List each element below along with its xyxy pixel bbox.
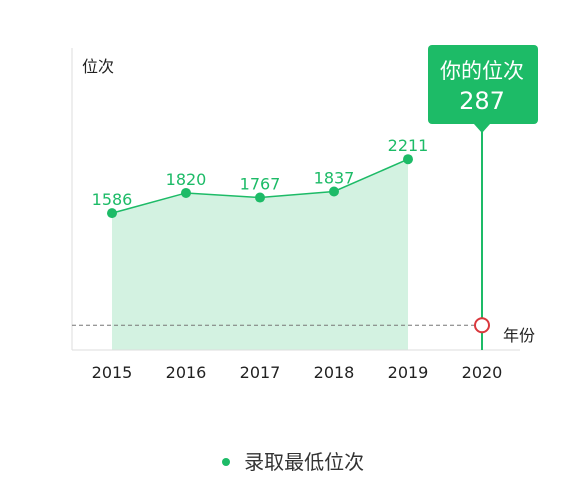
x-tick-label-2017: 2017 [240,363,281,382]
x-tick-label-2018: 2018 [314,363,355,382]
data-point-2015 [107,208,117,219]
data-label-2019: 2211 [388,136,429,155]
legend-dot-icon [221,457,230,466]
legend-label: 录取最低位次 [244,450,365,474]
y-axis-title: 位次 [82,57,114,76]
data-label-2018: 1837 [314,168,355,187]
x-tick-label-2016: 2016 [166,363,207,382]
x-tick-label-2015: 2015 [92,363,133,382]
data-label-2015: 1586 [92,190,133,209]
data-point-2019 [403,154,413,165]
x-axis-title: 年份 [503,326,535,345]
x-tick-label-2020: 2020 [462,363,503,382]
data-point-2016 [181,187,191,198]
data-label-2016: 1820 [166,170,207,189]
my-rank-tooltip-pointer [474,124,490,133]
data-point-2017 [255,192,265,203]
x-tick-label-2019: 2019 [388,363,429,382]
data-label-2017: 1767 [240,175,281,194]
data-point-2018 [329,186,339,197]
my-rank-marker [474,317,490,334]
my-rank-tooltip [428,45,538,124]
my-rank-tooltip-value: 287 [459,87,505,115]
series-area [112,159,408,350]
legend[interactable]: 录取最低位次 [0,446,586,475]
my-rank-tooltip-label: 你的位次 [440,59,524,83]
